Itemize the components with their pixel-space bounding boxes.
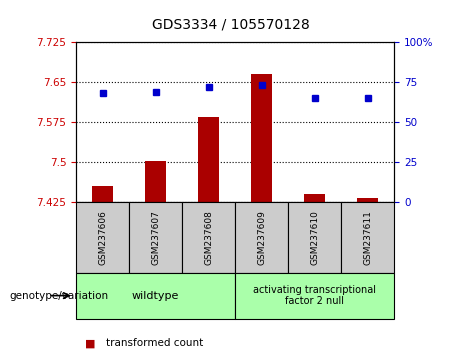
Text: ■: ■ xyxy=(85,338,96,348)
Bar xyxy=(198,117,219,202)
Bar xyxy=(251,74,272,202)
Text: GSM237609: GSM237609 xyxy=(257,210,266,265)
Text: activating transcriptional
factor 2 null: activating transcriptional factor 2 null xyxy=(253,285,376,307)
Bar xyxy=(76,202,129,273)
Bar xyxy=(129,202,182,273)
Text: GSM237611: GSM237611 xyxy=(363,210,372,265)
Bar xyxy=(235,202,288,273)
Text: GSM237608: GSM237608 xyxy=(204,210,213,265)
Bar xyxy=(92,186,113,202)
Bar xyxy=(76,273,235,319)
Text: GSM237606: GSM237606 xyxy=(98,210,107,265)
Bar xyxy=(304,194,325,202)
Text: GDS3334 / 105570128: GDS3334 / 105570128 xyxy=(152,18,309,32)
Text: transformed count: transformed count xyxy=(106,338,203,348)
Text: wildtype: wildtype xyxy=(132,291,179,301)
Bar xyxy=(235,273,394,319)
Bar xyxy=(288,202,341,273)
Bar xyxy=(182,202,235,273)
Bar xyxy=(341,202,394,273)
Bar xyxy=(357,198,378,202)
Text: GSM237607: GSM237607 xyxy=(151,210,160,265)
Bar xyxy=(145,161,166,202)
Text: genotype/variation: genotype/variation xyxy=(9,291,108,301)
Text: GSM237610: GSM237610 xyxy=(310,210,319,265)
